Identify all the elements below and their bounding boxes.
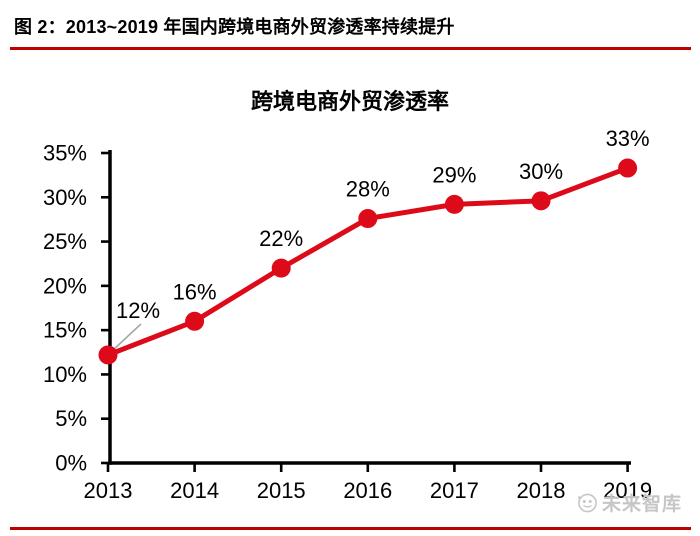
watermark-logo-icon xyxy=(578,493,597,512)
data-label: 30% xyxy=(519,159,563,184)
x-tick-label: 2016 xyxy=(343,478,392,503)
label-leader-line xyxy=(110,323,142,353)
y-tick-label: 10% xyxy=(43,362,87,387)
x-tick-label: 2019 xyxy=(603,478,652,503)
x-tick-label: 2017 xyxy=(430,478,479,503)
y-tick-label: 15% xyxy=(43,318,87,343)
data-labels: 12% 16% 22% 28% 29% 30% 33% xyxy=(116,126,650,323)
x-tick-label: 2018 xyxy=(517,478,566,503)
x-tick-label: 2015 xyxy=(257,478,306,503)
data-point xyxy=(444,194,464,214)
header-rule xyxy=(10,47,691,50)
data-label: 12% xyxy=(116,298,160,323)
data-point xyxy=(271,258,291,278)
data-point xyxy=(185,311,205,331)
series-markers xyxy=(98,158,638,365)
y-tick-label: 35% xyxy=(43,141,87,166)
data-label: 28% xyxy=(346,177,390,202)
data-point xyxy=(618,158,638,178)
data-point xyxy=(358,209,378,229)
y-ticks: 0% 5% 10% 15% 20% 25% 30% 35% xyxy=(43,141,110,476)
data-point xyxy=(531,191,551,211)
y-tick-label: 25% xyxy=(43,229,87,254)
x-tick-label: 2014 xyxy=(170,478,219,503)
data-label: 22% xyxy=(259,226,303,251)
chart-title: 跨境电商外贸渗透率 xyxy=(250,89,449,114)
x-tick-label: 2013 xyxy=(84,478,133,503)
watermark: 未来智库 xyxy=(576,490,683,515)
y-tick-label: 0% xyxy=(55,451,87,476)
data-label: 16% xyxy=(173,279,217,304)
data-label: 29% xyxy=(432,162,476,187)
figure-caption: 图 2：2013~2019 年国内跨境电商外贸渗透率持续提升 xyxy=(14,17,455,37)
y-tick-label: 30% xyxy=(43,185,87,210)
y-tick-label: 5% xyxy=(55,406,87,431)
data-point xyxy=(98,345,118,365)
y-tick-label: 20% xyxy=(43,273,87,298)
x-ticks: 2013 2014 2015 2016 2017 2018 2019 xyxy=(84,463,652,503)
data-label: 33% xyxy=(606,126,650,151)
watermark-text: 未来智库 xyxy=(602,493,683,515)
bottom-rule xyxy=(10,527,691,530)
